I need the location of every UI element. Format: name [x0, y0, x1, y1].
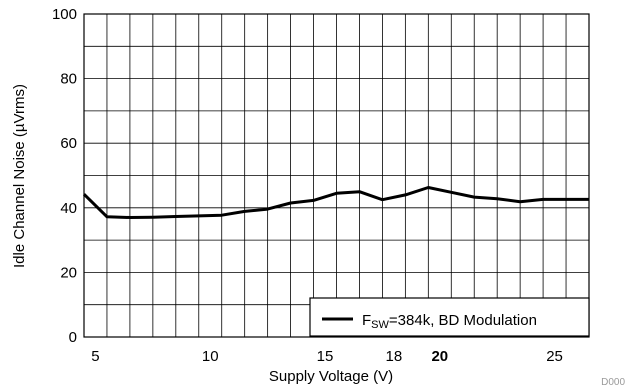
y-tick-label: 60 [60, 135, 77, 152]
series-line [82, 186, 589, 219]
legend-entry-rest: =384k, BD Modulation [389, 312, 537, 329]
legend-entry: FSW=384k, BD Modulation [362, 312, 537, 331]
legend-entry-subscript: SW [371, 319, 389, 331]
x-tick-label: 15 [317, 348, 334, 365]
series-lines [82, 186, 589, 219]
x-axis-label: Supply Voltage (V) [269, 368, 393, 385]
y-tick-label: 80 [60, 71, 77, 88]
x-tick-label: 18 [386, 348, 403, 365]
x-tick-label: 5 [91, 348, 99, 365]
y-tick-label: 0 [69, 329, 77, 346]
legend: FSW=384k, BD Modulation [309, 297, 590, 337]
legend-box [309, 297, 590, 337]
y-axis-label: Idle Channel Noise (µVrms) [11, 84, 28, 268]
y-tick-label: 40 [60, 200, 77, 217]
y-tick-label: 20 [60, 264, 77, 281]
figure-code: D000 [601, 377, 625, 388]
y-tick-labels: 0 20 40 60 80 100 [52, 6, 77, 346]
x-tick-labels: 5 10 15 18 20 25 [91, 348, 563, 365]
x-tick-label: 10 [202, 348, 219, 365]
plot-frame [83, 13, 590, 338]
grid [84, 14, 589, 337]
x-tick-label: 20 [431, 348, 448, 365]
y-tick-label: 100 [52, 6, 77, 23]
x-tick-label: 25 [546, 348, 563, 365]
legend-entry-main: F [362, 312, 371, 329]
